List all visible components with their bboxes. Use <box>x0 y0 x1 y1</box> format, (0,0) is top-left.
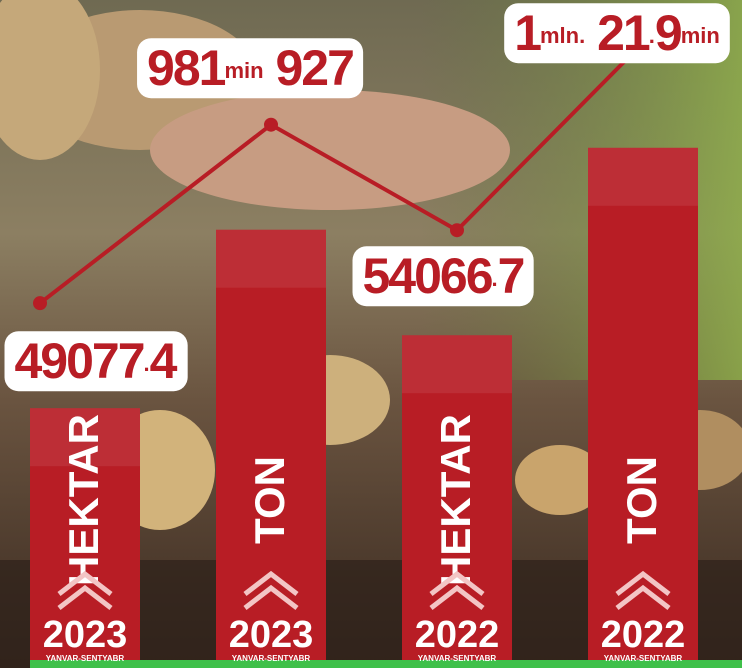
bar <box>588 148 698 660</box>
bar-year: 2022 <box>415 614 500 656</box>
bar-cap <box>216 230 326 288</box>
bar <box>216 230 326 660</box>
bar-year: 2023 <box>229 614 314 656</box>
bar-cap <box>588 148 698 206</box>
bar-period: YANVAR-SENTYABR <box>232 654 311 663</box>
trend-dot <box>264 118 278 132</box>
bar-period: YANVAR-SENTYABR <box>46 654 125 663</box>
chart: HEKTAR2023YANVAR-SENTYABRTON2023YANVAR-S… <box>0 0 742 668</box>
bar-unit: TON <box>618 456 665 544</box>
bar-unit: TON <box>246 456 293 544</box>
trend-dot <box>450 223 464 237</box>
value-label: 54066.7 <box>363 248 524 304</box>
bar-cap <box>402 335 512 393</box>
page: {"chart_data": { "type": "bar", "categor… <box>0 0 742 668</box>
bar-period: YANVAR-SENTYABR <box>418 654 497 663</box>
bar-unit: HEKTAR <box>60 414 107 586</box>
bar-unit: HEKTAR <box>432 414 479 586</box>
value-label: 49077.4 <box>15 333 178 389</box>
bar-period: YANVAR-SENTYABR <box>604 654 683 663</box>
bar-year: 2022 <box>601 614 686 656</box>
trend-dot <box>33 296 47 310</box>
bar-year: 2023 <box>43 614 128 656</box>
